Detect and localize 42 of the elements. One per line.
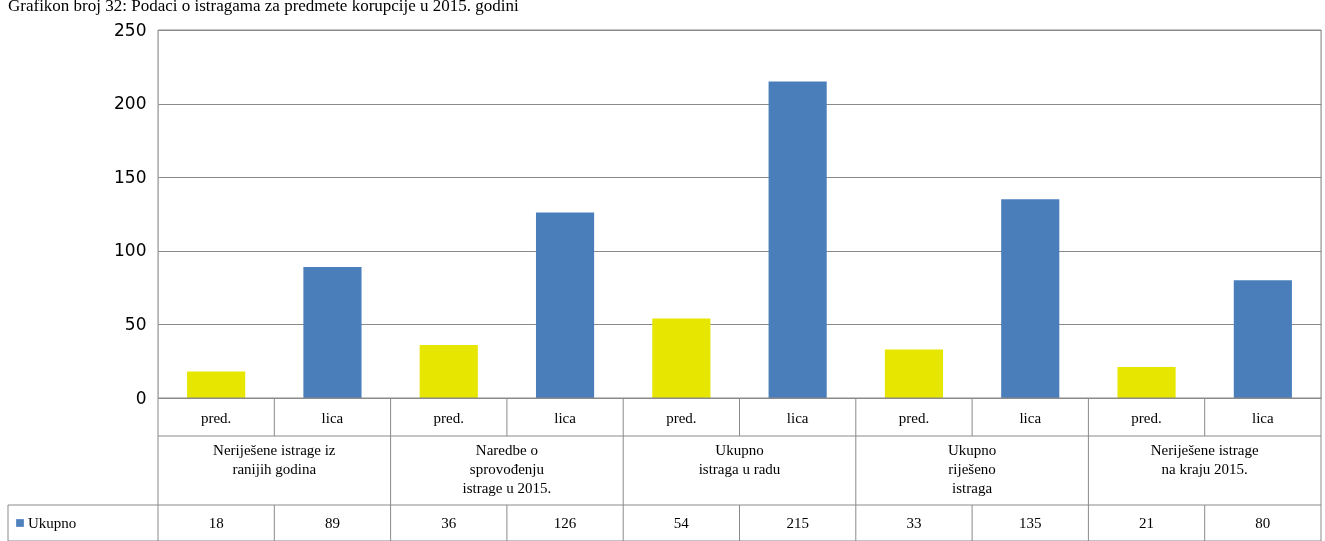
x-tick-label: lica bbox=[1019, 409, 1042, 426]
text: Naredbe o sprovođenju istrage u 2015. bbox=[462, 442, 552, 496]
text: Ukupno istraga u radu bbox=[698, 442, 781, 477]
data-label: 215 bbox=[786, 515, 809, 531]
x-tick-label: lica bbox=[321, 409, 344, 426]
bar bbox=[535, 212, 595, 398]
text: Ukupno riješeno istraga bbox=[947, 442, 997, 496]
data-label: 18 bbox=[208, 515, 224, 531]
x-tick-label: pred. bbox=[433, 409, 464, 426]
bar bbox=[303, 266, 362, 398]
bar bbox=[1117, 367, 1176, 398]
x-tick-label: lica bbox=[1252, 409, 1275, 426]
data-label: 33 bbox=[906, 515, 922, 531]
data-label: 80 bbox=[1255, 515, 1271, 531]
x-tick-label: pred. bbox=[1131, 409, 1162, 426]
x-tick-label: lica bbox=[786, 409, 809, 426]
data-label: 89 bbox=[324, 515, 340, 531]
data-label: 135 bbox=[1019, 515, 1042, 531]
data-label: 54 bbox=[673, 515, 690, 531]
y-tick-label: 250 bbox=[114, 19, 147, 40]
x-tick-label: pred. bbox=[898, 409, 930, 426]
bar bbox=[1001, 199, 1060, 398]
bar bbox=[768, 81, 827, 398]
y-tick-label: 150 bbox=[114, 166, 147, 187]
data-label: 21 bbox=[1139, 515, 1155, 531]
bar bbox=[187, 371, 246, 398]
y-tick-label: 0 bbox=[135, 387, 147, 408]
y-tick-label: 50 bbox=[124, 313, 147, 334]
text: Neriješene istrage na kraju 2015. bbox=[1150, 442, 1259, 477]
legend-label: Ukupno bbox=[28, 515, 77, 531]
bar bbox=[652, 318, 711, 398]
y-tick-label: 200 bbox=[114, 93, 147, 114]
bar bbox=[1233, 280, 1292, 398]
bar bbox=[419, 345, 478, 398]
x-tick-label: lica bbox=[554, 409, 577, 426]
bar bbox=[884, 349, 944, 398]
text: Neriješene istrage iz ranijih godina bbox=[213, 442, 336, 477]
data-label: 126 bbox=[553, 515, 577, 531]
x-tick-label: pred. bbox=[200, 409, 232, 426]
data-label: 36 bbox=[441, 515, 457, 531]
x-tick-label: pred. bbox=[666, 409, 697, 426]
y-tick-label: 100 bbox=[114, 240, 147, 261]
